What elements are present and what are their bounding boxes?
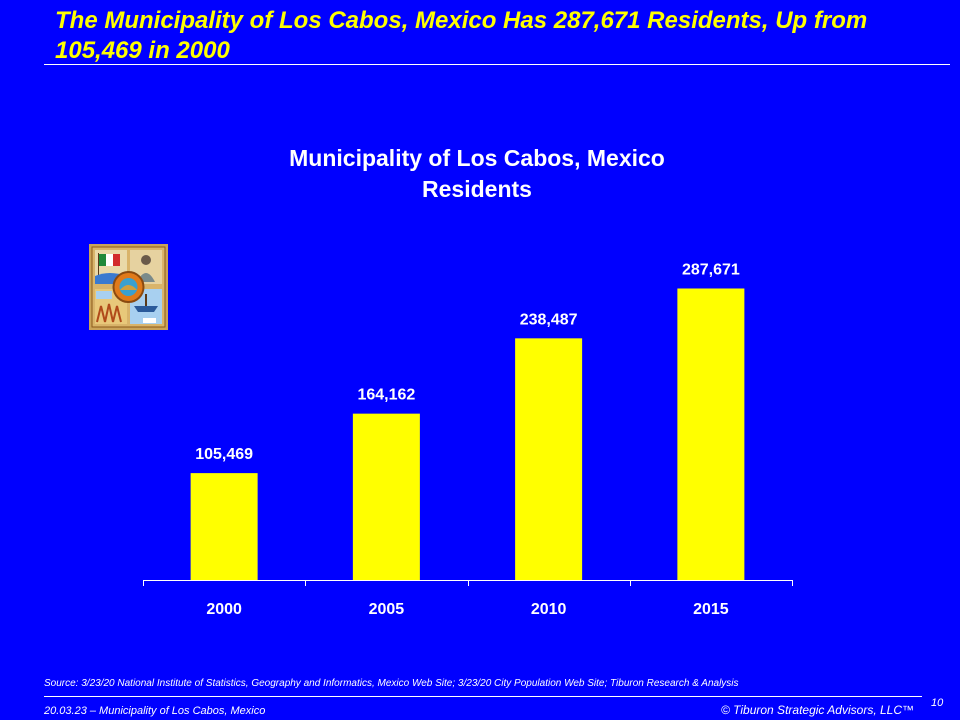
footer-date-title: 20.03.23 – Municipality of Los Cabos, Me… xyxy=(44,705,266,717)
bar-value-label: 105,469 xyxy=(195,446,253,463)
bar-2000 xyxy=(190,473,258,580)
bar-value-label: 238,487 xyxy=(520,311,578,328)
chart-title-line-1: Municipality of Los Cabos, Mexico xyxy=(289,145,665,171)
los-cabos-coat-of-arms-icon xyxy=(89,244,168,330)
page-number: 10 xyxy=(931,697,944,709)
bar-2015 xyxy=(677,288,745,580)
x-tick-label: 2000 xyxy=(206,601,242,618)
chart-title-line-2: Residents xyxy=(422,176,532,202)
bar-value-label: 164,162 xyxy=(357,387,415,404)
bar-2005 xyxy=(352,413,420,580)
x-tick-label: 2010 xyxy=(531,601,567,618)
bar-value-label: 287,671 xyxy=(682,261,740,278)
source-note: Source: 3/23/20 National Institute of St… xyxy=(44,678,739,689)
footer-copyright: © Tiburon Strategic Advisors, LLC™ xyxy=(720,703,914,717)
x-tick-label: 2005 xyxy=(369,601,405,618)
title-divider xyxy=(44,64,950,65)
footer-divider xyxy=(44,696,922,697)
slide-title: The Municipality of Los Cabos, Mexico Ha… xyxy=(55,7,868,64)
chart-title: Municipality of Los Cabos, Mexico Reside… xyxy=(180,143,774,205)
x-tick-label: 2015 xyxy=(693,601,729,618)
bar-2010 xyxy=(515,338,583,580)
